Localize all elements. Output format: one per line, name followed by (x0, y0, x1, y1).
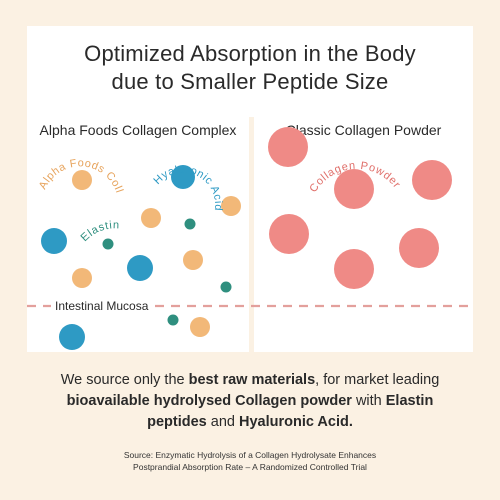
collagen-powder-particle (399, 228, 439, 268)
source-citation: Source: Enzymatic Hydrolysis of a Collag… (40, 449, 460, 473)
intestinal-mucosa-label: Intestinal Mucosa (51, 297, 153, 315)
collagen-particle (72, 170, 92, 190)
description-bold-4: Hyaluronic Acid. (238, 414, 353, 430)
left-panel-heading: Alpha Foods Collagen Complex (39, 122, 237, 138)
label-elastin-text: Elastin (79, 219, 120, 244)
description-part-4: and (206, 414, 239, 430)
hyaluronic-particle (59, 324, 85, 350)
description-part-3: with (351, 393, 386, 409)
source-line-1: Source: Enzymatic Hydrolysis of a Collag… (123, 450, 377, 460)
label-elastin: Elastin (79, 219, 120, 244)
elastin-particle (220, 281, 232, 293)
hyaluronic-particle (171, 165, 195, 189)
description-text: We source only the best raw materials, f… (40, 370, 460, 433)
collagen-particle (190, 317, 210, 337)
source-line-2: Postprandial Absorption Rate – A Randomi… (133, 462, 367, 472)
hyaluronic-particle (127, 255, 153, 281)
panel-divider (249, 117, 254, 352)
collagen-powder-particle (269, 214, 309, 254)
description-part-1: We source only the (60, 372, 189, 388)
collagen-powder-particle (412, 160, 452, 200)
description-bold-2: bioavailable hydrolysed Collagen powder (66, 393, 352, 409)
collagen-particle (183, 250, 203, 270)
elastin-particle (167, 314, 179, 326)
page-title: Optimized Absorption in the Body due to … (27, 40, 473, 96)
title-line-1: Optimized Absorption in the Body (84, 41, 416, 66)
elastin-particle (102, 238, 114, 250)
title-line-2: due to Smaller Peptide Size (111, 69, 389, 94)
collagen-powder-particle (268, 127, 308, 167)
right-panel-heading: Classic Collagen Powder (285, 122, 442, 138)
description-bold-1: best raw materials (188, 372, 316, 388)
hyaluronic-particle (41, 228, 67, 254)
label-alpha-foods-collagen: Alpha Foods Collagen (0, 0, 125, 195)
description-part-2: , for market leading (315, 372, 440, 388)
label-alpha-foods-collagen-text: Alpha Foods Collagen (0, 0, 125, 195)
collagen-particle (221, 196, 241, 216)
collagen-powder-particle (334, 249, 374, 289)
collagen-particle (72, 268, 92, 288)
elastin-particle (184, 218, 196, 230)
description-bold-3: Elastin peptides (147, 393, 434, 430)
collagen-particle (141, 208, 161, 228)
collagen-powder-particle (334, 169, 374, 209)
